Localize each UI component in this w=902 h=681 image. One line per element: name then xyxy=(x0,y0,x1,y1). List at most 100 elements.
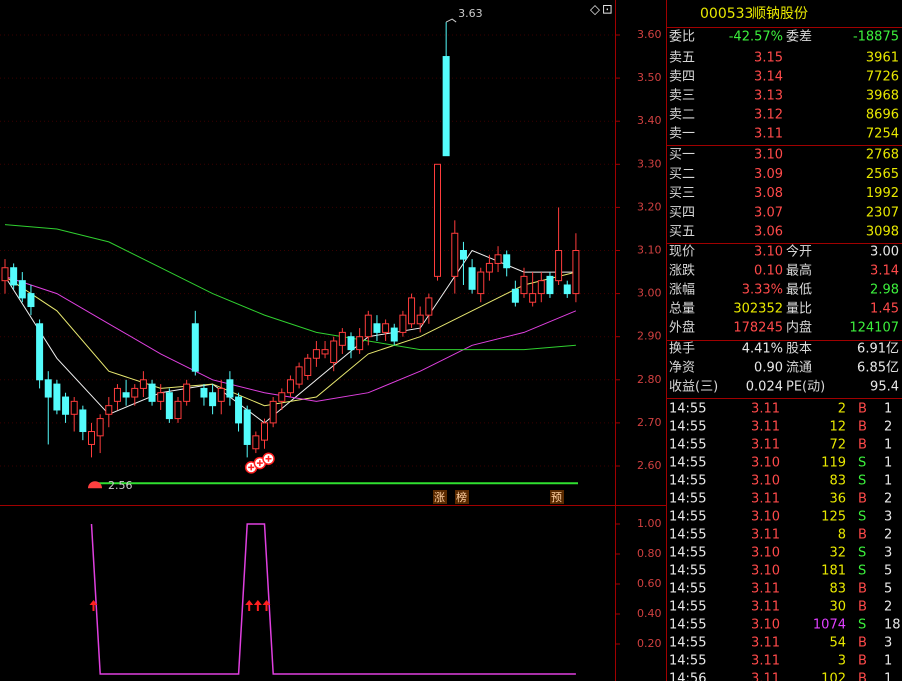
candle-body xyxy=(399,314,407,333)
tick-side: B xyxy=(858,402,867,417)
tick-side: S xyxy=(858,474,866,489)
field-label: 内盘 xyxy=(786,320,812,336)
level-price: 3.09 xyxy=(754,167,783,182)
moving-average xyxy=(4,271,577,407)
candle-body xyxy=(520,275,528,295)
y-tick-label: 2.80 xyxy=(637,373,662,386)
tick-price: 3.10 xyxy=(751,546,780,561)
level-price: 3.12 xyxy=(754,108,783,123)
candle-body xyxy=(563,284,571,295)
level-volume: 3098 xyxy=(866,225,899,240)
field-value: -18875 xyxy=(853,30,899,45)
candle-body xyxy=(278,392,286,402)
y-tick-label: 0.40 xyxy=(637,607,662,620)
candle-body xyxy=(338,331,346,346)
candle-body xyxy=(373,323,381,333)
level-volume: 3968 xyxy=(866,89,899,104)
tick-volume: 2 xyxy=(838,402,846,417)
candle-body xyxy=(226,379,234,398)
field-label: 现价 xyxy=(669,245,695,260)
candle-body xyxy=(364,314,372,338)
icon-window[interactable]: ⊡ xyxy=(602,3,613,18)
level-label: 买三 xyxy=(669,186,695,201)
level-label: 卖四 xyxy=(669,70,695,85)
tick-time: 14:55 xyxy=(669,510,706,525)
y-tick-label: 3.00 xyxy=(637,287,662,300)
tick-volume: 30 xyxy=(829,600,846,615)
field-label: 委比 xyxy=(669,30,695,45)
tick-time: 14:55 xyxy=(669,618,706,633)
tick-price: 3.10 xyxy=(751,564,780,579)
tick-side: S xyxy=(858,510,866,525)
level-price: 3.08 xyxy=(754,186,783,201)
level-volume: 8696 xyxy=(866,108,899,123)
signal-label: 预 xyxy=(551,491,562,504)
signal-tag xyxy=(550,490,564,504)
tick-side: B xyxy=(858,672,867,681)
candle-body xyxy=(312,349,320,359)
field-label: 总量 xyxy=(669,302,695,317)
tick-count: 1 xyxy=(884,474,892,489)
tick-volume: 125 xyxy=(821,510,846,525)
signal-label: 榜 xyxy=(456,490,467,504)
tick-time: 14:55 xyxy=(669,492,706,507)
tick-count: 3 xyxy=(884,510,892,525)
stock-code: 000533 xyxy=(700,6,753,22)
y-tick-label: 0.20 xyxy=(637,637,662,650)
y-tick-label: 3.50 xyxy=(637,71,662,84)
tick-price: 3.10 xyxy=(751,510,780,525)
level-volume: 2565 xyxy=(866,167,899,182)
field-label: 委差 xyxy=(786,30,812,45)
tick-volume: 12 xyxy=(829,420,846,435)
candle-body xyxy=(511,288,519,303)
candle-body xyxy=(10,267,18,286)
candle-body xyxy=(468,267,476,290)
field-label: 外盘 xyxy=(669,320,695,336)
level-label: 卖五 xyxy=(669,51,695,66)
tick-time: 14:55 xyxy=(669,600,706,615)
candle-body xyxy=(390,327,398,342)
level-volume: 2768 xyxy=(866,148,899,163)
candle-body xyxy=(572,250,580,295)
icon-diamond[interactable]: ◇ xyxy=(590,3,600,18)
tick-price: 3.11 xyxy=(751,654,780,669)
candle-body xyxy=(434,163,441,277)
tick-count: 2 xyxy=(884,600,892,615)
candle-body xyxy=(18,280,26,299)
moving-average xyxy=(4,275,577,402)
tick-time: 14:55 xyxy=(669,582,706,597)
field-value: 2.98 xyxy=(870,283,899,298)
level-volume: 7726 xyxy=(866,70,899,85)
tick-count: 1 xyxy=(884,672,892,681)
tick-count: 2 xyxy=(884,528,892,543)
candle-body xyxy=(200,387,208,398)
y-tick-label: 3.30 xyxy=(637,157,662,170)
candle-body xyxy=(261,422,268,441)
tick-volume: 72 xyxy=(829,438,846,453)
tick-volume: 119 xyxy=(821,456,846,471)
candle-body xyxy=(295,366,303,385)
tick-volume: 32 xyxy=(829,546,846,561)
buy-marker-cross xyxy=(265,455,272,462)
tick-price: 3.11 xyxy=(751,636,780,651)
tick-count: 1 xyxy=(884,402,892,417)
field-value: 6.85亿 xyxy=(857,361,899,376)
candle-body xyxy=(157,392,165,402)
tick-time: 14:56 xyxy=(669,672,706,681)
tick-count: 1 xyxy=(884,654,892,669)
candle-body xyxy=(485,262,493,273)
signal-tag xyxy=(433,490,447,504)
tick-time: 14:55 xyxy=(669,438,706,453)
candle-body xyxy=(96,418,104,437)
level-label: 卖二 xyxy=(669,108,695,123)
tick-count: 3 xyxy=(884,546,892,561)
tick-side: S xyxy=(858,456,866,471)
tick-count: 5 xyxy=(884,582,892,597)
tick-count: 3 xyxy=(884,636,892,651)
tick-price: 3.11 xyxy=(751,528,780,543)
candle-body xyxy=(88,431,95,445)
candle-body xyxy=(356,336,364,351)
candle-body xyxy=(79,409,87,433)
tick-time: 14:55 xyxy=(669,420,706,435)
y-tick-label: 3.60 xyxy=(637,28,662,41)
